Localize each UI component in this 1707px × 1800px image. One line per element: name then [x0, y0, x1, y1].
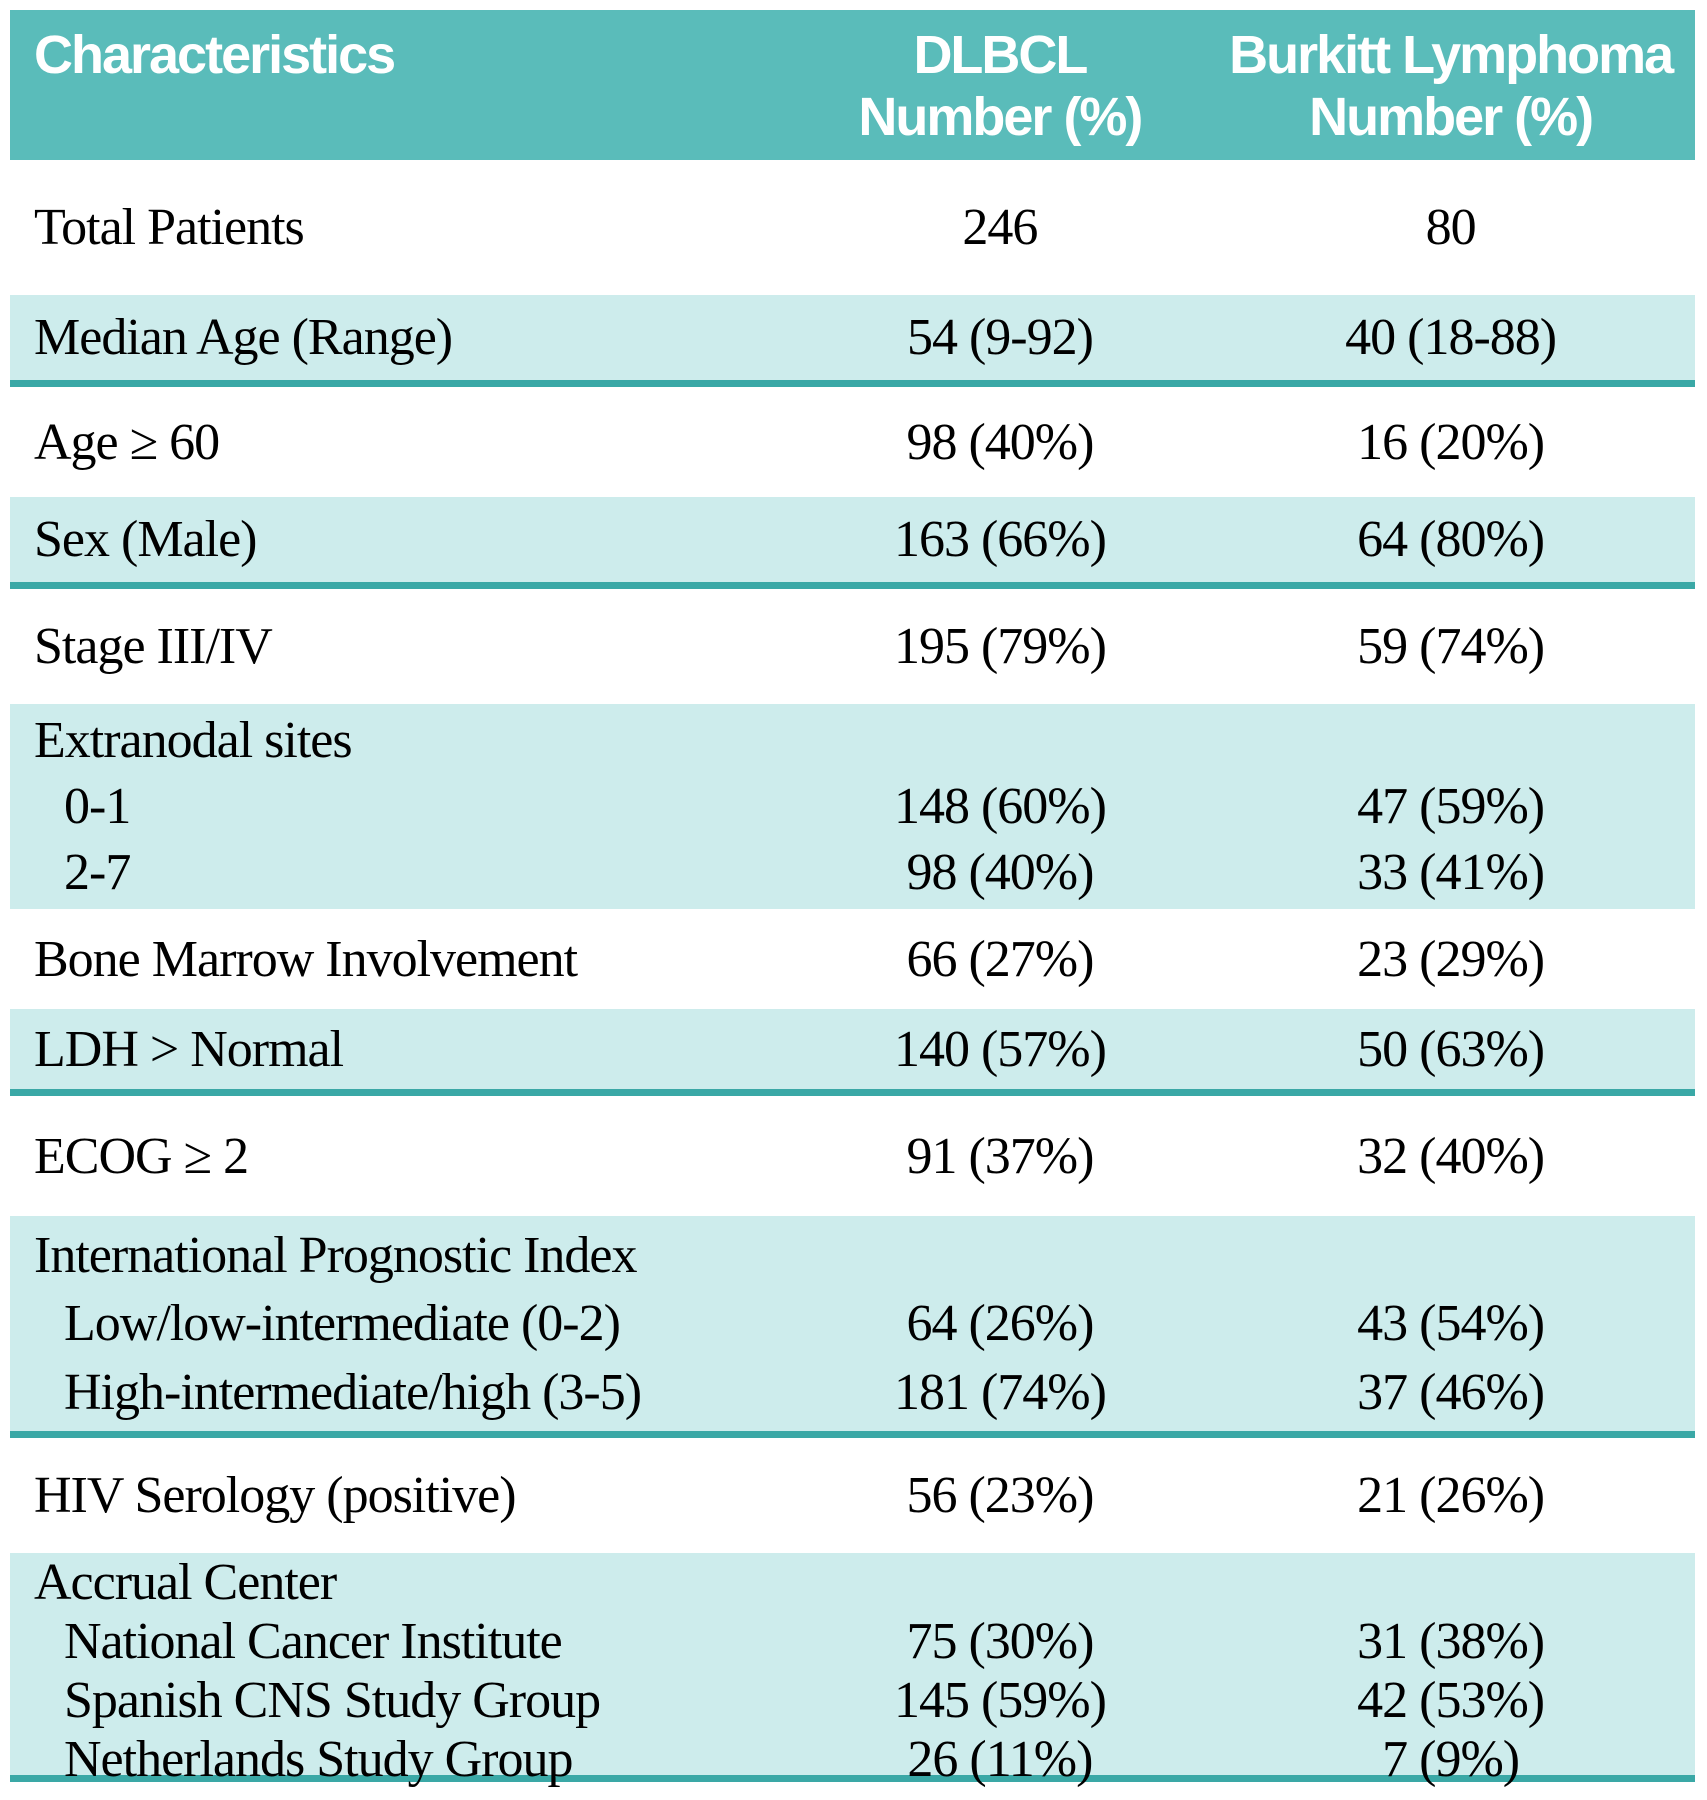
- table-subrow: Low/low-intermediate (0-2) 64 (26%) 43 (…: [10, 1294, 1695, 1353]
- table-group-accrual-center: Accrual Center National Cancer Institute…: [10, 1553, 1695, 1788]
- group-label: Accrual Center: [34, 1554, 337, 1611]
- burkitt-value: 32 (40%): [1357, 1127, 1545, 1185]
- dlbcl-value: 56 (23%): [906, 1467, 1094, 1524]
- burkitt-value: 21 (26%): [1357, 1467, 1545, 1524]
- burkitt-value: 47 (59%): [1357, 778, 1545, 835]
- characteristics-table: Characteristics DLBCL Number (%) Burkitt…: [10, 10, 1695, 1788]
- subrow-label: High-intermediate/high (3-5): [64, 1363, 642, 1421]
- dlbcl-value: 64 (26%): [906, 1295, 1094, 1352]
- header-burkitt-title: Burkitt Lymphoma: [1229, 25, 1674, 85]
- dlbcl-value: 26 (11%): [907, 1731, 1093, 1788]
- subrow-label: 0-1: [64, 778, 131, 835]
- dlbcl-value: 246: [962, 199, 1038, 256]
- header-characteristics: Characteristics: [34, 25, 396, 85]
- burkitt-value: 50 (63%): [1357, 1020, 1545, 1078]
- dlbcl-value: 148 (60%): [893, 778, 1107, 835]
- dlbcl-value: 98 (40%): [906, 844, 1094, 901]
- subrow-label: 2-7: [64, 844, 131, 901]
- dlbcl-value: 66 (27%): [906, 930, 1094, 988]
- burkitt-value: 59 (74%): [1357, 618, 1545, 675]
- group-label: International Prognostic Index: [34, 1226, 638, 1284]
- table-row-total-patients: Total Patients 246 80: [10, 160, 1695, 295]
- table-row-hiv-serology: HIV Serology (positive) 56 (23%) 21 (26%…: [10, 1438, 1695, 1553]
- dlbcl-value: 98 (40%): [906, 413, 1094, 471]
- row-label: LDH > Normal: [34, 1020, 344, 1078]
- table-subrow: 2-7 98 (40%) 33 (41%): [10, 843, 1695, 902]
- header-burkitt: Burkitt Lymphoma Number (%): [1206, 10, 1695, 148]
- subrow-label: National Cancer Institute: [64, 1613, 563, 1670]
- dlbcl-value: 140 (57%): [893, 1020, 1107, 1078]
- table-row-age-60: Age ≥ 60 98 (40%) 16 (20%): [10, 387, 1695, 497]
- table-row-sex-male: Sex (Male) 163 (66%) 64 (80%): [10, 497, 1695, 589]
- table-row-median-age: Median Age (Range) 54 (9-92) 40 (18-88): [10, 295, 1695, 387]
- row-label: Sex (Male): [34, 511, 257, 568]
- dlbcl-value: 145 (59%): [893, 1672, 1107, 1729]
- table-row-stage: Stage III/IV 195 (79%) 59 (74%): [10, 589, 1695, 704]
- burkitt-value: 37 (46%): [1357, 1363, 1545, 1421]
- table-row-ecog: ECOG ≥ 2 91 (37%) 32 (40%): [10, 1096, 1695, 1216]
- table-subrow: Spanish CNS Study Group 145 (59%) 42 (53…: [10, 1671, 1695, 1730]
- dlbcl-value: 195 (79%): [893, 618, 1107, 675]
- table-subrow: Netherlands Study Group 26 (11%) 7 (9%): [10, 1730, 1695, 1789]
- row-label: Stage III/IV: [34, 618, 273, 675]
- row-label: Median Age (Range): [34, 309, 453, 366]
- burkitt-value: 31 (38%): [1357, 1613, 1545, 1670]
- table-header-row: Characteristics DLBCL Number (%) Burkitt…: [10, 10, 1695, 160]
- subrow-label: Netherlands Study Group: [64, 1731, 573, 1788]
- row-label: HIV Serology (positive): [34, 1467, 517, 1524]
- dlbcl-value: 181 (74%): [893, 1363, 1107, 1421]
- table-group-ipi: International Prognostic Index Low/low-i…: [10, 1216, 1695, 1438]
- row-label: Bone Marrow Involvement: [34, 930, 578, 988]
- burkitt-value: 80: [1425, 199, 1477, 256]
- group-header-line: Extranodal sites: [10, 711, 1695, 770]
- header-burkitt-subtitle: Number (%): [1309, 87, 1594, 147]
- dlbcl-value: 54 (9-92): [906, 309, 1094, 366]
- table-subrow: High-intermediate/high (3-5) 181 (74%) 3…: [10, 1363, 1695, 1422]
- group-label: Extranodal sites: [34, 712, 353, 769]
- burkitt-value: 23 (29%): [1357, 930, 1545, 988]
- row-label: ECOG ≥ 2: [34, 1127, 249, 1185]
- burkitt-value: 16 (20%): [1357, 413, 1545, 471]
- table-row-ldh: LDH > Normal 140 (57%) 50 (63%): [10, 1009, 1695, 1096]
- dlbcl-value: 75 (30%): [906, 1613, 1094, 1670]
- table-group-extranodal-sites: Extranodal sites 0-1 148 (60%) 47 (59%) …: [10, 704, 1695, 909]
- burkitt-value: 42 (53%): [1357, 1672, 1545, 1729]
- subrow-label: Low/low-intermediate (0-2): [64, 1295, 621, 1352]
- header-dlbcl-title: DLBCL: [913, 25, 1088, 85]
- burkitt-value: 43 (54%): [1357, 1295, 1545, 1352]
- row-label: Age ≥ 60: [34, 413, 220, 471]
- table-subrow: National Cancer Institute 75 (30%) 31 (3…: [10, 1612, 1695, 1671]
- header-dlbcl-subtitle: Number (%): [858, 87, 1143, 147]
- dlbcl-value: 91 (37%): [906, 1127, 1094, 1185]
- group-header-line: Accrual Center: [10, 1553, 1695, 1612]
- row-label: Total Patients: [34, 199, 305, 256]
- burkitt-value: 40 (18-88): [1345, 309, 1557, 366]
- burkitt-value: 64 (80%): [1357, 511, 1545, 568]
- table-row-bone-marrow: Bone Marrow Involvement 66 (27%) 23 (29%…: [10, 909, 1695, 1009]
- dlbcl-value: 163 (66%): [893, 511, 1107, 568]
- header-dlbcl: DLBCL Number (%): [794, 10, 1207, 148]
- subrow-label: Spanish CNS Study Group: [64, 1672, 601, 1729]
- burkitt-value: 33 (41%): [1357, 844, 1545, 901]
- table-subrow: 0-1 148 (60%) 47 (59%): [10, 777, 1695, 836]
- group-header-line: International Prognostic Index: [10, 1226, 1695, 1285]
- burkitt-value: 7 (9%): [1382, 1731, 1520, 1788]
